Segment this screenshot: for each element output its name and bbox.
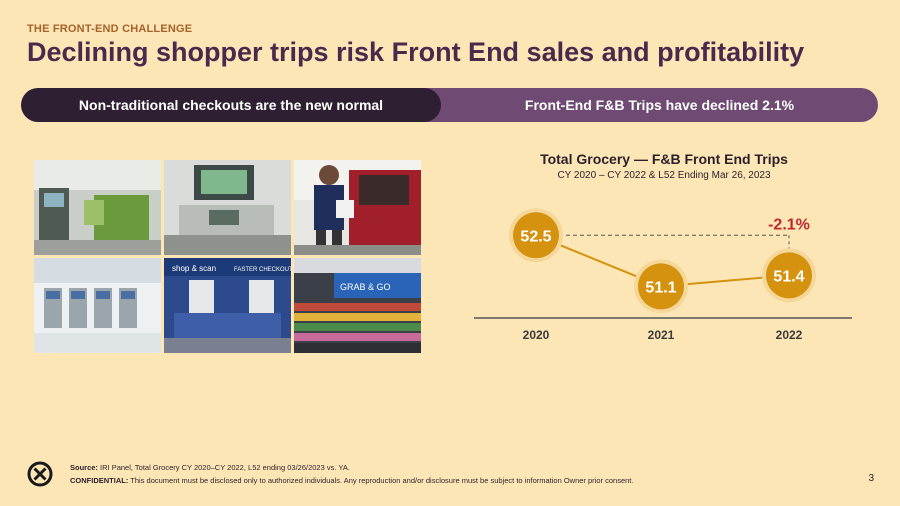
source-text: IRI Panel, Total Grocery CY 2020–CY 2022… bbox=[97, 463, 350, 472]
chart-title: Total Grocery — F&B Front End Trips bbox=[540, 151, 788, 167]
self-checkout-scanner-photo bbox=[164, 160, 291, 255]
chart-subtitle: CY 2020 – CY 2022 & L52 Ending Mar 26, 2… bbox=[557, 170, 771, 181]
data-label: 51.4 bbox=[773, 268, 804, 285]
svg-text:FASTER CHECKOUT: FASTER CHECKOUT bbox=[234, 267, 291, 273]
svg-text:shop & scan: shop & scan bbox=[172, 264, 216, 273]
shop-and-scan-checkout-photo: shop & scan FASTER CHECKOUT bbox=[164, 258, 291, 353]
self-checkout-kiosks-photo bbox=[34, 160, 161, 255]
data-point-ring bbox=[509, 208, 563, 263]
data-point-ring bbox=[634, 259, 688, 314]
confidential-text: This document must be disclosed only to … bbox=[128, 476, 634, 485]
change-annotation: -2.1% bbox=[768, 216, 810, 233]
series-line-segment bbox=[660, 274, 790, 288]
confidential-note: CONFIDENTIAL: This document must be disc… bbox=[70, 476, 633, 485]
banner: Front-End F&B Trips have declined 2.1% N… bbox=[21, 88, 878, 122]
x-tick-label: 2021 bbox=[648, 328, 675, 342]
source-note: Source: IRI Panel, Total Grocery CY 2020… bbox=[70, 463, 350, 472]
data-label: 51.1 bbox=[645, 279, 676, 296]
checkout-photo-grid: shop & scan FASTER CHECKOUT GRAB & GO bbox=[34, 160, 422, 353]
data-label: 52.5 bbox=[520, 228, 551, 245]
source-label: Source: bbox=[70, 463, 98, 472]
eyebrow-label: THE FRONT-END CHALLENGE bbox=[27, 23, 193, 35]
self-checkout-aisle-photo bbox=[34, 258, 161, 353]
no-entry-icon bbox=[27, 461, 53, 487]
x-tick-label: 2022 bbox=[776, 328, 803, 342]
data-point bbox=[513, 212, 559, 259]
series-line-segment bbox=[535, 234, 662, 288]
svg-text:GRAB & GO: GRAB & GO bbox=[340, 282, 391, 292]
banner-left-text: Non-traditional checkouts are the new no… bbox=[21, 88, 441, 122]
page-number: 3 bbox=[868, 473, 874, 484]
data-point bbox=[766, 252, 812, 299]
x-tick-label: 2020 bbox=[523, 328, 550, 342]
grab-and-go-store-photo: GRAB & GO bbox=[294, 258, 421, 353]
data-point bbox=[638, 263, 684, 310]
banner-right-text: Front-End F&B Trips have declined 2.1% bbox=[524, 97, 795, 113]
page-title: Declining shopper trips risk Front End s… bbox=[27, 37, 805, 67]
curbside-pickup-photo bbox=[294, 160, 421, 255]
data-point-ring bbox=[762, 248, 816, 303]
confidential-label: CONFIDENTIAL: bbox=[70, 476, 129, 485]
